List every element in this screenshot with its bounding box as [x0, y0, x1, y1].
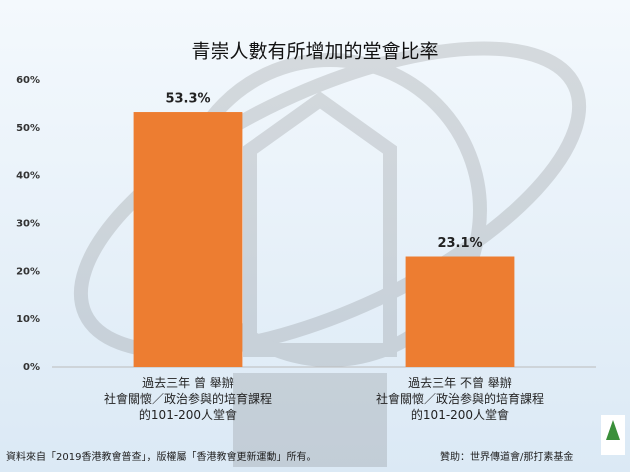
y-tick-label: 60% [16, 75, 40, 86]
chart-title: 青崇人數有所增加的堂會比率 [191, 41, 438, 63]
y-tick-label: 20% [16, 266, 40, 277]
sponsor-note: 贊助：世界傳道會/那打素基金 [440, 452, 574, 463]
x-tick-label: 過去三年 不曾 舉辦 社會關懷／政治参與的培育課程 的101-200人堂會 [375, 376, 544, 422]
bar [405, 256, 515, 367]
logo-mark [606, 420, 620, 440]
y-tick-label: 50% [16, 123, 40, 134]
source-note: 資料來自「2019香港教會普查」，版權屬「香港教會更新運動」所有。 [6, 452, 317, 463]
value-label: 53.3% [165, 92, 210, 107]
y-tick-label: 30% [16, 219, 40, 230]
y-tick-label: 0% [23, 362, 40, 373]
y-tick-label: 40% [16, 171, 40, 182]
value-label: 23.1% [437, 236, 482, 251]
watermark [73, 41, 587, 467]
bar [133, 112, 243, 367]
y-tick-label: 10% [16, 314, 40, 325]
x-tick-label: 過去三年 曾 舉辦 社會關懷／政治参與的培育課程 的101-200人堂會 [103, 376, 272, 422]
